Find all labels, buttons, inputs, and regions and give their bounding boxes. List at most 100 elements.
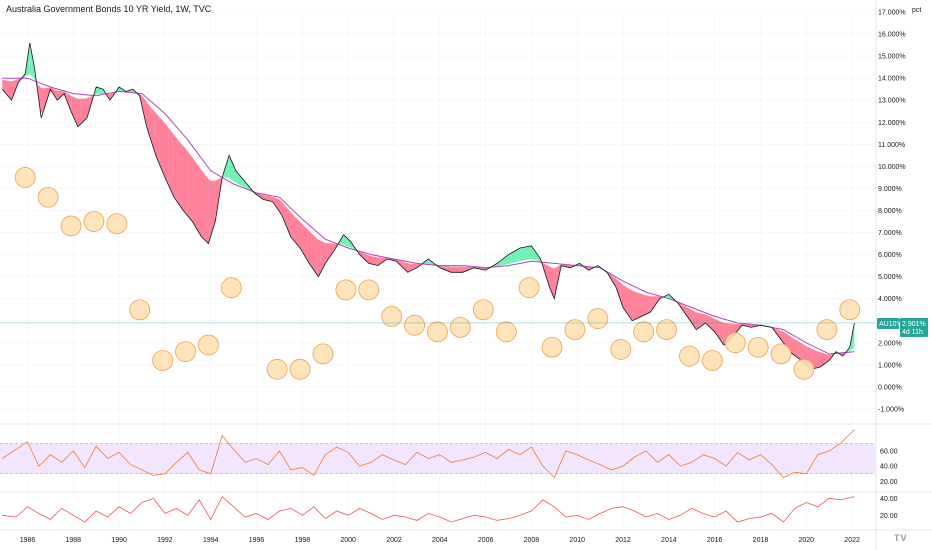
ribbon-segment — [654, 296, 658, 306]
ribbon-segment — [2, 79, 5, 92]
ribbon-segment — [827, 354, 830, 362]
ribbon-segment — [60, 91, 63, 97]
ribbon-segment — [453, 266, 456, 273]
price-tick-label: 11.000% — [878, 142, 905, 149]
ribbon-segment — [520, 247, 523, 262]
ribbon-segment — [150, 106, 153, 146]
ribbon-segment — [296, 217, 299, 246]
time-tick-label: 1992 — [157, 537, 173, 544]
bubble-marker — [472, 299, 494, 321]
ribbon-segment — [782, 331, 785, 345]
ribbon-segment — [210, 180, 214, 236]
ribbon-segment — [511, 251, 514, 264]
ribbon-segment — [446, 266, 449, 272]
ribbon-segment — [621, 283, 624, 309]
ribbon-segment — [291, 213, 294, 241]
ribbon-segment — [85, 98, 88, 120]
time-tick-label: 2012 — [615, 537, 631, 544]
ribbon-segment — [213, 180, 216, 229]
ribbon-segment — [76, 98, 79, 127]
ribbon-segment — [684, 305, 687, 315]
ribbon-segment — [293, 215, 296, 244]
ribbon-segment — [145, 100, 148, 132]
ribbon-segment — [224, 163, 227, 178]
ribbon-segment — [713, 318, 716, 333]
ribbon-segment — [31, 51, 34, 78]
price-tick-label: 10.000% — [878, 164, 906, 171]
ribbon-segment — [170, 130, 173, 195]
ribbon-segment — [80, 98, 83, 124]
ribbon-segment — [681, 304, 684, 312]
ribbon-segment — [531, 245, 534, 260]
bubble-marker — [381, 305, 403, 327]
ribbon-segment — [53, 89, 57, 99]
ribbon-segment — [231, 159, 234, 181]
ribbon-segment — [96, 87, 99, 95]
ribbon-segment — [690, 309, 693, 325]
price-tick-label: 0.000% — [878, 384, 902, 391]
oscillator-pane[interactable] — [2, 495, 855, 523]
bubble-marker — [701, 350, 723, 371]
ribbon-segment — [6, 80, 9, 98]
ribbon-segment — [307, 229, 310, 264]
ribbon-segment — [204, 173, 207, 242]
ribbon-segment — [132, 89, 135, 93]
bubble-marker — [106, 213, 128, 235]
ribbon-segment — [802, 343, 806, 364]
ribbon-segment — [462, 266, 465, 273]
time-tick-label: 2018 — [753, 537, 769, 544]
ribbon-segment — [226, 156, 229, 178]
ribbon-segment — [652, 296, 655, 309]
ribbon-segment — [289, 210, 292, 238]
bubble-marker — [793, 358, 815, 380]
price-tick-label: 9.000% — [878, 186, 902, 193]
ribbon-segment — [823, 353, 826, 365]
ribbon-segment — [459, 266, 462, 273]
price-axis[interactable]: -1.000%0.000%1.000%2.000%3.000%4.000%5.0… — [878, 10, 906, 414]
ribbon-segment — [701, 313, 705, 326]
ribbon-segment — [370, 255, 373, 265]
ribbon-segment — [11, 80, 14, 100]
ribbon-segment — [98, 87, 101, 95]
oscillator-axis[interactable]: 20.00 40.00 — [880, 496, 898, 520]
ribbon-segment — [349, 240, 353, 249]
ribbon-segment — [648, 295, 651, 314]
ribbon-segment — [327, 243, 330, 261]
time-tick-label: 2022 — [844, 537, 860, 544]
ribbon-segment — [367, 255, 370, 264]
ribbon-segment — [316, 237, 319, 277]
ribbon-segment — [374, 256, 377, 266]
bubble-marker — [610, 339, 632, 360]
main-pane[interactable] — [0, 11, 875, 529]
ribbon-segment — [4, 80, 7, 95]
ribbon-segment — [372, 256, 375, 265]
price-tick-label: 6.000% — [878, 252, 902, 259]
rsi-pane[interactable] — [0, 429, 875, 479]
ribbon-segment — [217, 178, 220, 208]
price-tick-label: 15.000% — [878, 54, 906, 61]
time-axis[interactable]: 1986 1988 1990 1992 1994 1996 1998 2000 2002 2004… — [20, 537, 860, 544]
ribbon-segment — [529, 245, 532, 260]
bubble-marker — [289, 358, 311, 380]
ribbon-segment — [623, 285, 626, 312]
bubble-marker — [427, 321, 448, 343]
ribbon-segment — [699, 313, 702, 328]
rsi-axis[interactable]: 20.00 40.00 60.00 — [880, 448, 898, 486]
ribbon-segment — [172, 133, 175, 199]
price-tick-label: -1.000% — [878, 407, 904, 414]
bubble-marker — [839, 299, 861, 321]
ribbon-segment — [74, 97, 77, 124]
ribbon-segment — [379, 257, 382, 265]
ribbon-segment — [228, 156, 231, 180]
ribbon-segment — [775, 328, 779, 336]
oscillator-tick-label: 20.00 — [880, 513, 898, 520]
ribbon-segment — [188, 152, 191, 220]
ema-slow-line — [2, 77, 855, 355]
ribbon-segment — [305, 226, 308, 261]
ribbon-segment — [159, 116, 162, 170]
ribbon-segment — [612, 275, 615, 285]
ribbon-segment — [168, 127, 171, 190]
price-tag-countdown: 4d 11h — [902, 329, 923, 336]
ribbon-segment — [412, 263, 415, 270]
